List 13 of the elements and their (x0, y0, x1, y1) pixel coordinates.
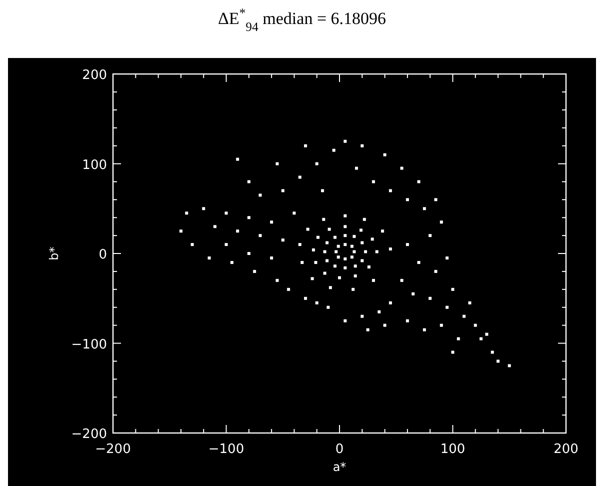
chart-title: ΔE$^{*}$$_{94}$ median = 6.18096 (218, 6, 386, 34)
y-tick-label: 100 (82, 158, 107, 173)
y-tick-label: −200 (71, 427, 107, 442)
y-tick-label: −100 (71, 337, 107, 352)
x-axis-title: a* (332, 460, 346, 474)
x-tick-label: 100 (440, 442, 466, 457)
x-tick-label: 200 (554, 442, 578, 457)
y-axis-title: b* (47, 246, 61, 260)
x-tick-label: 0 (335, 442, 344, 457)
y-tick-label: 0 (98, 248, 107, 262)
y-tick-label: 200 (82, 68, 107, 83)
x-tick-label: −100 (208, 442, 244, 457)
x-tick-label: −200 (95, 442, 131, 457)
